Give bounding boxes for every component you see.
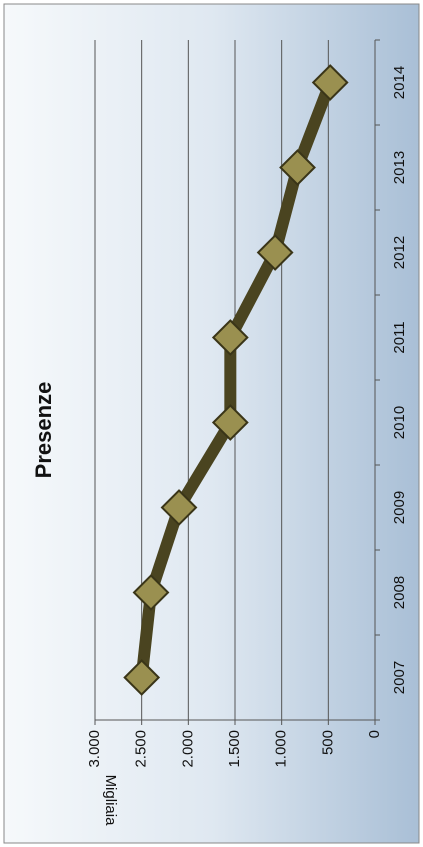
marker — [132, 574, 170, 611]
chart-title: Presenze — [31, 382, 56, 479]
chart-background — [3, 3, 420, 844]
marker — [160, 489, 198, 526]
marker — [311, 64, 349, 101]
marker — [211, 319, 249, 356]
x-tick-label: 2009 — [391, 491, 408, 524]
x-tick-label: 2014 — [391, 66, 408, 99]
marker — [211, 404, 249, 441]
y-tick-label: 2.000 — [179, 730, 196, 768]
x-tick-label: 2010 — [391, 406, 408, 439]
x-tick-label: 2008 — [391, 576, 408, 609]
y-tick-label: 500 — [319, 730, 336, 755]
x-tick-label: 2007 — [391, 661, 408, 694]
x-tick-label: 2013 — [391, 151, 408, 184]
y-tick-label: 1.500 — [226, 730, 243, 768]
y-tick-label: 3.000 — [86, 730, 103, 768]
marker — [279, 149, 316, 186]
y-tick-label: 2.500 — [133, 730, 150, 768]
marker — [123, 659, 161, 696]
x-tick-label: 2012 — [391, 236, 408, 269]
y-tick-label: 1.000 — [273, 730, 290, 768]
x-tick-label: 2011 — [391, 321, 408, 353]
y-tick-label: 0 — [366, 730, 383, 738]
y-axis-title: Migliaia — [102, 775, 119, 827]
marker — [256, 234, 294, 271]
